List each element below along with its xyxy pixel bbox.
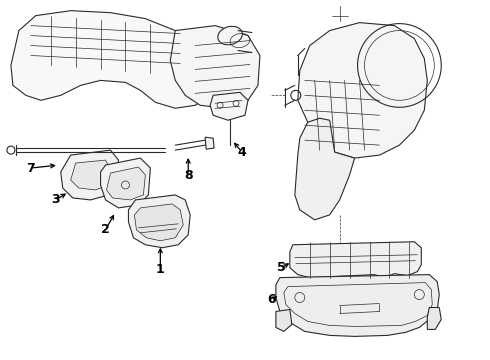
- Text: 1: 1: [156, 263, 165, 276]
- Polygon shape: [290, 242, 421, 278]
- Ellipse shape: [218, 26, 243, 45]
- Text: 8: 8: [184, 168, 193, 181]
- Polygon shape: [106, 167, 146, 200]
- Polygon shape: [128, 195, 190, 248]
- Polygon shape: [427, 307, 441, 329]
- Text: 4: 4: [238, 145, 246, 159]
- Text: 2: 2: [101, 223, 110, 236]
- Polygon shape: [276, 310, 292, 332]
- Text: 6: 6: [268, 293, 276, 306]
- Text: 3: 3: [51, 193, 60, 206]
- Polygon shape: [61, 150, 119, 200]
- Polygon shape: [298, 23, 427, 158]
- Polygon shape: [276, 275, 439, 336]
- Polygon shape: [134, 204, 183, 241]
- Polygon shape: [295, 118, 355, 220]
- Polygon shape: [11, 11, 220, 108]
- Text: 7: 7: [26, 162, 35, 175]
- Polygon shape: [205, 137, 214, 149]
- Text: 5: 5: [277, 261, 286, 274]
- Polygon shape: [171, 26, 260, 108]
- Polygon shape: [100, 158, 150, 208]
- Polygon shape: [210, 92, 248, 120]
- Polygon shape: [71, 160, 111, 190]
